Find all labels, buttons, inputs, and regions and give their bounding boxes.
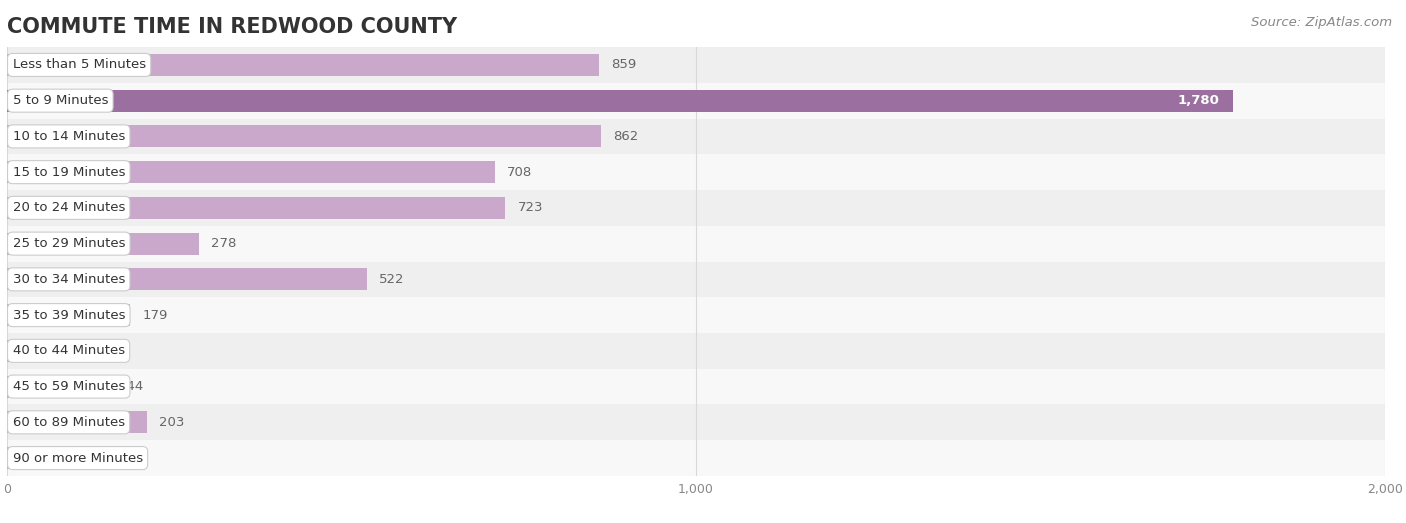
Text: Source: ZipAtlas.com: Source: ZipAtlas.com — [1251, 16, 1392, 29]
Bar — [7, 369, 1385, 404]
Text: 106: 106 — [93, 451, 118, 464]
Bar — [7, 119, 1385, 154]
Text: 708: 708 — [508, 166, 533, 179]
Bar — [7, 126, 600, 147]
Text: Less than 5 Minutes: Less than 5 Minutes — [13, 59, 146, 72]
Bar — [7, 54, 599, 76]
Bar — [7, 89, 1233, 112]
Text: 25 to 29 Minutes: 25 to 29 Minutes — [13, 237, 125, 250]
Text: 144: 144 — [118, 380, 143, 393]
Text: 90 or more Minutes: 90 or more Minutes — [13, 451, 142, 464]
Text: 35 to 39 Minutes: 35 to 39 Minutes — [13, 309, 125, 322]
Bar — [7, 304, 131, 326]
Bar — [7, 154, 1385, 190]
Text: COMMUTE TIME IN REDWOOD COUNTY: COMMUTE TIME IN REDWOOD COUNTY — [7, 17, 457, 37]
Text: 1,780: 1,780 — [1178, 94, 1219, 107]
Bar — [7, 262, 1385, 297]
Text: 179: 179 — [143, 309, 169, 322]
Text: 15 to 19 Minutes: 15 to 19 Minutes — [13, 166, 125, 179]
Bar — [7, 340, 89, 362]
Text: 5 to 9 Minutes: 5 to 9 Minutes — [13, 94, 108, 107]
Bar — [7, 376, 107, 397]
Text: 45 to 59 Minutes: 45 to 59 Minutes — [13, 380, 125, 393]
Text: 522: 522 — [380, 273, 405, 286]
Bar — [7, 333, 1385, 369]
Text: 119: 119 — [101, 344, 127, 357]
Bar — [7, 226, 1385, 262]
Text: 60 to 89 Minutes: 60 to 89 Minutes — [13, 416, 125, 429]
Text: 30 to 34 Minutes: 30 to 34 Minutes — [13, 273, 125, 286]
Bar — [7, 190, 1385, 226]
Text: 859: 859 — [612, 59, 637, 72]
Bar — [7, 440, 1385, 476]
Bar — [7, 197, 505, 219]
Text: 20 to 24 Minutes: 20 to 24 Minutes — [13, 201, 125, 214]
Text: 10 to 14 Minutes: 10 to 14 Minutes — [13, 130, 125, 143]
Text: 203: 203 — [159, 416, 184, 429]
Text: 862: 862 — [613, 130, 638, 143]
Bar — [7, 268, 367, 290]
Bar — [7, 404, 1385, 440]
Text: 723: 723 — [517, 201, 543, 214]
Bar — [7, 47, 1385, 83]
Bar — [7, 233, 198, 255]
Bar — [7, 411, 146, 434]
Bar — [7, 161, 495, 183]
Bar — [7, 447, 80, 469]
Bar — [7, 297, 1385, 333]
Bar — [7, 83, 1385, 119]
Text: 40 to 44 Minutes: 40 to 44 Minutes — [13, 344, 125, 357]
Text: 278: 278 — [211, 237, 236, 250]
